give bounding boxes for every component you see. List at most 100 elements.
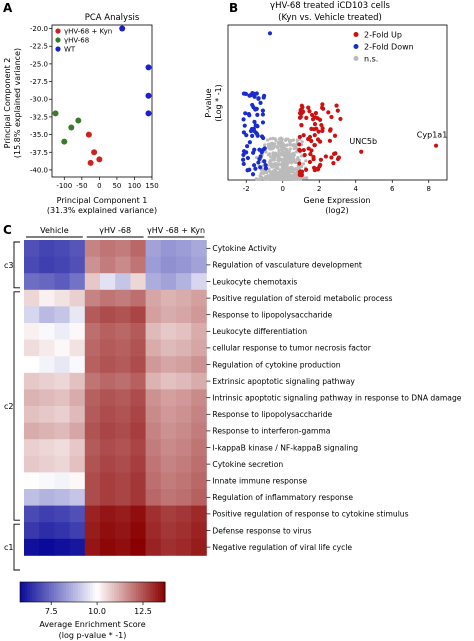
volcano-xtick-label: 6 [390, 185, 395, 193]
volcano-point-down [254, 91, 259, 96]
heatmap-group-label: γHV -68 [99, 226, 131, 235]
heatmap-cell [39, 323, 55, 340]
heatmap-row-label: Positive regulation of steroid metabolic… [212, 294, 392, 303]
volcano-point-ns [259, 176, 263, 181]
heatmap-cell [130, 439, 146, 457]
heatmap-cell [160, 505, 177, 523]
volcano-point-up [302, 152, 307, 158]
heatmap-cell [54, 472, 70, 490]
pca-ytick-label: -37.5 [30, 149, 48, 157]
heatmap-cell [100, 273, 116, 291]
colorbar-step [36, 582, 40, 602]
heatmap-cell [84, 339, 101, 357]
heatmap-cell [100, 505, 116, 523]
heatmap-cell [130, 389, 146, 407]
heatmap-cell [145, 505, 162, 523]
volcano-point-down [252, 94, 257, 99]
volcano-point-up [308, 152, 313, 157]
pca-chart: PCA Analysis -100 -50 0 50 100 150 -40.0 -37.5 -… [3, 13, 159, 215]
volcano-point-ns [263, 143, 267, 147]
cluster-label: c1 [4, 543, 14, 552]
pca-point [87, 159, 94, 166]
volcano-point-up [304, 167, 309, 172]
volcano-point-up [315, 137, 321, 142]
heatmap-cell [100, 489, 116, 506]
heatmap-cell [84, 489, 101, 506]
heatmap-cell [69, 538, 86, 556]
colorbar-tick-label: 10.0 [88, 607, 106, 616]
pca-ytick-label: -30.0 [30, 96, 48, 104]
heatmap-cell [130, 505, 146, 523]
volcano-point-down [241, 157, 246, 162]
heatmap-cell [24, 455, 40, 473]
volcano-point-down [246, 112, 251, 117]
volcano-point-down [241, 152, 246, 157]
volcano-point-ns [280, 148, 284, 152]
colorbar-step [49, 582, 52, 602]
volcano-point-up [338, 116, 343, 122]
volcano-point-ns [276, 152, 280, 157]
heatmap-cell [145, 372, 162, 390]
volcano-point-ns [294, 160, 298, 164]
volcano-point-up [297, 161, 302, 166]
heatmap-row-label: Regulation of inflammatory response [212, 493, 353, 502]
volcano-point-down [262, 159, 267, 164]
heatmap-cell [54, 323, 70, 340]
volcano-point-down [243, 111, 248, 116]
pca-plot-frame [51, 24, 153, 178]
heatmap-cell [84, 356, 101, 374]
volcano-point-ns [270, 165, 274, 169]
pca-legend-label: γHV-68 + Kyn [64, 28, 112, 36]
heatmap-row-label: Defense response to virus [212, 526, 311, 535]
heatmap-cell [69, 339, 86, 357]
volcano-point-ns [281, 177, 285, 181]
heatmap-cell [160, 256, 177, 274]
heatmap-cell [39, 439, 55, 457]
volcano-point-ns [286, 154, 291, 158]
heatmap-cell [160, 389, 177, 407]
heatmap-cell [69, 472, 86, 490]
heatmap-cell [130, 256, 146, 274]
heatmap-cell [100, 406, 116, 423]
volcano-xlabel-unit: (log2) [325, 206, 349, 215]
heatmap-cell [39, 489, 55, 506]
colorbar-step [65, 582, 69, 602]
pca-ytick-label: -20.0 [30, 25, 48, 33]
volcano-point-ns [292, 177, 296, 181]
volcano-point-ns [285, 174, 289, 178]
heatmap-cell [54, 356, 70, 374]
colorbar-step [143, 582, 147, 602]
colorbar-step [85, 582, 89, 602]
heatmap-cell [145, 323, 162, 340]
volcano-point-down [256, 96, 261, 101]
colorbar-step [126, 582, 130, 602]
heatmap-cell [176, 323, 192, 340]
heatmap-cell [176, 406, 192, 423]
heatmap-cell [130, 339, 146, 357]
volcano-point-ns [281, 153, 286, 157]
volcano-point-down [260, 120, 266, 125]
volcano-point-down [250, 133, 255, 139]
heatmap-cell [24, 489, 40, 506]
heatmap-cell [24, 439, 40, 457]
heatmap-cell [160, 538, 177, 556]
heatmap-cell [39, 422, 55, 440]
colorbar-step [111, 582, 115, 602]
heatmap-cell [100, 356, 116, 374]
volcano-point-ns [305, 176, 309, 180]
heatmap-cell [39, 472, 55, 490]
heatmap-cell [39, 538, 55, 556]
volcano-point-highlight [359, 149, 364, 154]
heatmap-row-label: I-kappaB kinase / NF-kappaB signaling [212, 443, 358, 452]
colorbar-step [80, 582, 84, 602]
volcano-point-ns [275, 144, 279, 149]
colorbar-step [102, 582, 106, 602]
heatmap-row-label: Leukocyte differentiation [212, 327, 307, 336]
heatmap-cell [160, 455, 177, 473]
volcano-point-ns [288, 140, 292, 144]
heatmap-cell [54, 306, 70, 324]
colorbar-step [39, 582, 43, 602]
volcano-plot-frame [227, 24, 448, 181]
colorbar-tick-label: 7.5 [45, 607, 58, 616]
pca-xtick-label: 0 [97, 182, 101, 190]
